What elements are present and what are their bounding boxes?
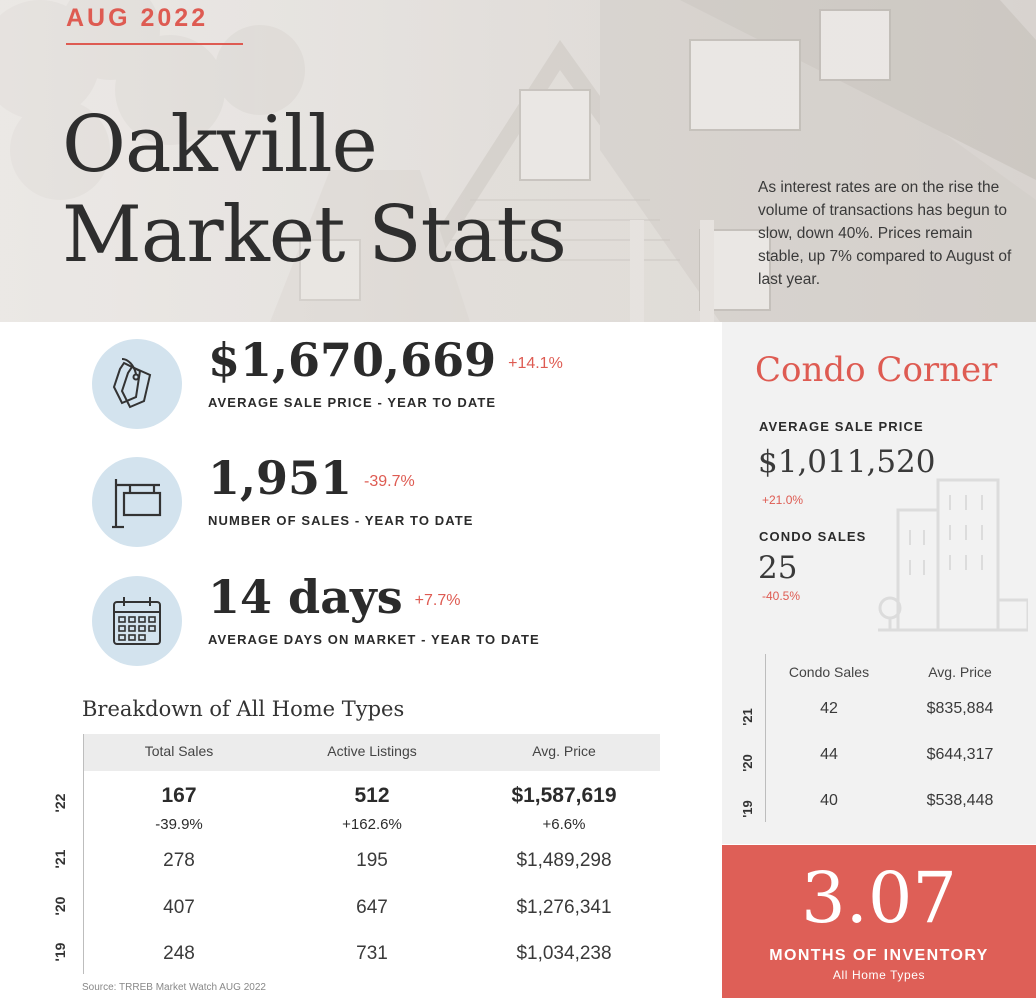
row-year: '20 xyxy=(52,896,68,916)
row-year: '22 xyxy=(52,793,68,813)
hero-overlay xyxy=(0,0,1036,322)
table-left-rule xyxy=(83,734,84,974)
column-header: Active Listings xyxy=(327,743,417,759)
condo-table-row: '21 42 $835,884 xyxy=(740,700,1036,740)
stat-label: NUMBER OF SALES - YEAR TO DATE xyxy=(208,513,474,528)
active-listings: 647 xyxy=(356,897,388,918)
total-sales: 248 xyxy=(163,943,195,964)
avg-price: $1,034,238 xyxy=(516,943,612,964)
active-listings: 195 xyxy=(356,850,388,871)
row-year: '21 xyxy=(740,708,755,726)
table-row: '22 167 512 $1,587,619 -39.9% +162.6% +6… xyxy=(52,784,660,833)
condo-sales-change: -40.5% xyxy=(762,589,801,603)
condo-sales-label: CONDO SALES xyxy=(759,529,867,544)
table-row: '20 407 647 $1,276,341 xyxy=(52,897,660,943)
avg-price: $1,587,619 xyxy=(511,784,617,807)
stat-value: 14 days +7.7% xyxy=(208,570,461,624)
row-year: '19 xyxy=(52,942,68,962)
stat-change: -39.7% xyxy=(364,473,415,490)
condo-avg-price-label: AVERAGE SALE PRICE xyxy=(759,419,924,434)
intro-text: As interest rates are on the rise the vo… xyxy=(758,179,1012,288)
table-row: '21 278 195 $1,489,298 xyxy=(52,850,660,896)
row-year: '19 xyxy=(740,800,755,818)
condo-building-icon xyxy=(878,478,1028,632)
active-listings-change: +162.6% xyxy=(342,816,402,833)
column-header: Condo Sales xyxy=(788,664,870,680)
condo-sales: 25 xyxy=(758,550,798,586)
stat-icon-circle xyxy=(92,457,182,547)
total-sales: 278 xyxy=(163,850,195,871)
condo-table-left-rule xyxy=(765,654,766,822)
hero-banner: AUG 2022 Oakville Market Stats As intere… xyxy=(0,0,1036,322)
total-sales-change: -39.9% xyxy=(155,816,203,833)
stat-days-on-market: 14 days +7.7% AVERAGE DAYS ON MARKET - YE… xyxy=(92,570,692,668)
breakdown-title: Breakdown of All Home Types xyxy=(82,697,405,721)
column-header: Avg. Price xyxy=(928,664,992,680)
title-line-1: Oakville xyxy=(62,100,378,190)
condo-table-row: '19 40 $538,448 xyxy=(740,792,1036,832)
inventory-value: 3.07 xyxy=(801,857,957,939)
report-date: AUG 2022 xyxy=(66,4,209,32)
price-tag-icon xyxy=(112,358,152,409)
source-note: Source: TRREB Market Watch AUG 2022 xyxy=(82,982,266,993)
active-listings: 731 xyxy=(356,943,388,964)
stat-number-of-sales: 1,951 -39.7% NUMBER OF SALES - YEAR TO DA… xyxy=(92,451,692,549)
table-row: '19 248 731 $1,034,238 xyxy=(52,943,660,989)
breakdown-table-header: Total Sales Active Listings Avg. Price xyxy=(84,734,660,771)
condo-corner-panel xyxy=(722,322,1036,844)
sale-sign-icon xyxy=(112,479,162,529)
months-of-inventory-box: 3.07 MONTHS OF INVENTORY All Home Types xyxy=(722,845,1036,998)
stat-value: $1,670,669 +14.1% xyxy=(208,333,563,387)
title-line-2: Market Stats xyxy=(62,190,567,280)
active-listings: 512 xyxy=(354,784,390,807)
condo-avg-price: $1,011,520 xyxy=(758,444,936,480)
calendar-icon xyxy=(113,597,161,645)
condo-avg-price-change: +21.0% xyxy=(762,493,804,507)
avg-price: $1,489,298 xyxy=(516,850,612,871)
column-header: Total Sales xyxy=(144,743,214,759)
condo-sales-value: 44 xyxy=(820,746,838,763)
stat-label: AVERAGE SALE PRICE - YEAR TO DATE xyxy=(208,395,497,410)
avg-price: $1,276,341 xyxy=(516,897,612,918)
condo-sales-value: 42 xyxy=(820,700,838,717)
stat-label: AVERAGE DAYS ON MARKET - YEAR TO DATE xyxy=(208,632,540,647)
condo-corner-title: Condo Corner xyxy=(755,350,998,390)
condo-price-value: $835,884 xyxy=(926,700,994,717)
stat-average-sale-price: $1,670,669 +14.1% AVERAGE SALE PRICE - YE… xyxy=(92,333,692,431)
condo-price-value: $644,317 xyxy=(926,746,994,763)
page-title: Oakville Market Stats xyxy=(62,100,567,280)
date-underline xyxy=(66,43,243,45)
stat-icon-circle xyxy=(92,576,182,666)
row-year: '20 xyxy=(740,754,755,772)
row-year: '21 xyxy=(52,849,68,869)
inventory-label: MONTHS OF INVENTORY xyxy=(769,947,989,964)
stat-change: +7.7% xyxy=(414,592,461,609)
total-sales: 407 xyxy=(163,897,195,918)
avg-price-change: +6.6% xyxy=(542,816,586,833)
inventory-sublabel: All Home Types xyxy=(832,968,926,982)
total-sales: 167 xyxy=(161,784,197,807)
condo-price-value: $538,448 xyxy=(926,792,994,809)
stat-change: +14.1% xyxy=(508,355,563,372)
condo-table-row: '20 44 $644,317 xyxy=(740,746,1036,786)
condo-sales-value: 40 xyxy=(820,792,838,809)
stat-icon-circle xyxy=(92,339,182,429)
stat-value: 1,951 -39.7% xyxy=(208,451,415,505)
column-header: Avg. Price xyxy=(532,743,596,759)
